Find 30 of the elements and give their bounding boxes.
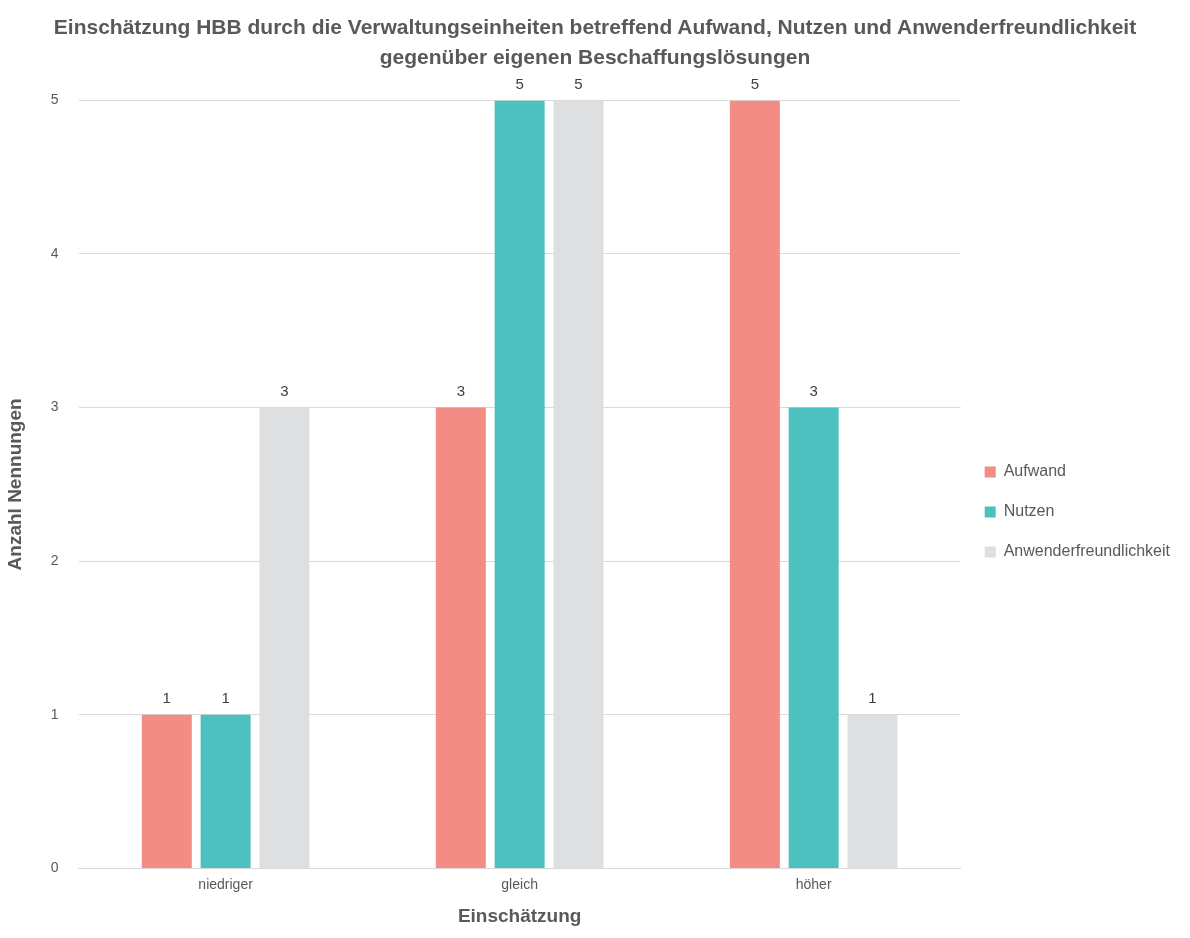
legend-label: Anwenderfreundlichkeit — [1003, 542, 1171, 560]
data-label: 1 — [868, 689, 877, 707]
y-tick-label: 4 — [50, 244, 59, 261]
legend-label: Nutzen — [1003, 502, 1055, 520]
y-tick-label: 1 — [50, 705, 59, 722]
bar — [141, 714, 192, 868]
y-tick-label: 5 — [50, 91, 59, 108]
data-label: 5 — [750, 75, 760, 93]
x-tick-label: höher — [795, 875, 832, 892]
data-label: 1 — [162, 689, 171, 707]
x-tick-label: gleich — [501, 875, 538, 892]
bar — [494, 100, 545, 868]
bar — [788, 407, 839, 868]
x-axis-title: Einschätzung — [457, 904, 582, 926]
legend-label: Aufwand — [1003, 462, 1066, 480]
data-label: 3 — [280, 382, 289, 400]
y-tick-label: 2 — [50, 552, 59, 569]
bar — [200, 714, 251, 868]
y-axis-title: Anzahl Nennungen — [3, 398, 25, 571]
y-tick-label: 0 — [50, 859, 59, 876]
x-tick-label: niedriger — [198, 875, 254, 892]
data-label: 3 — [456, 382, 465, 400]
data-label: 5 — [515, 75, 524, 93]
y-tick-label: 3 — [50, 398, 59, 415]
data-label: 1 — [221, 689, 230, 707]
data-label: 5 — [574, 75, 583, 93]
bar — [729, 100, 780, 868]
bar — [435, 407, 486, 868]
data-label: 3 — [809, 382, 818, 400]
chart-title: Einschätzung HBB durch die Verwaltungseinheiten betreffend Aufwand, Nutzen und Anwenderfreundlichkeit gegenüber eigenen Beschaffungslösungen — [52, 14, 1138, 70]
